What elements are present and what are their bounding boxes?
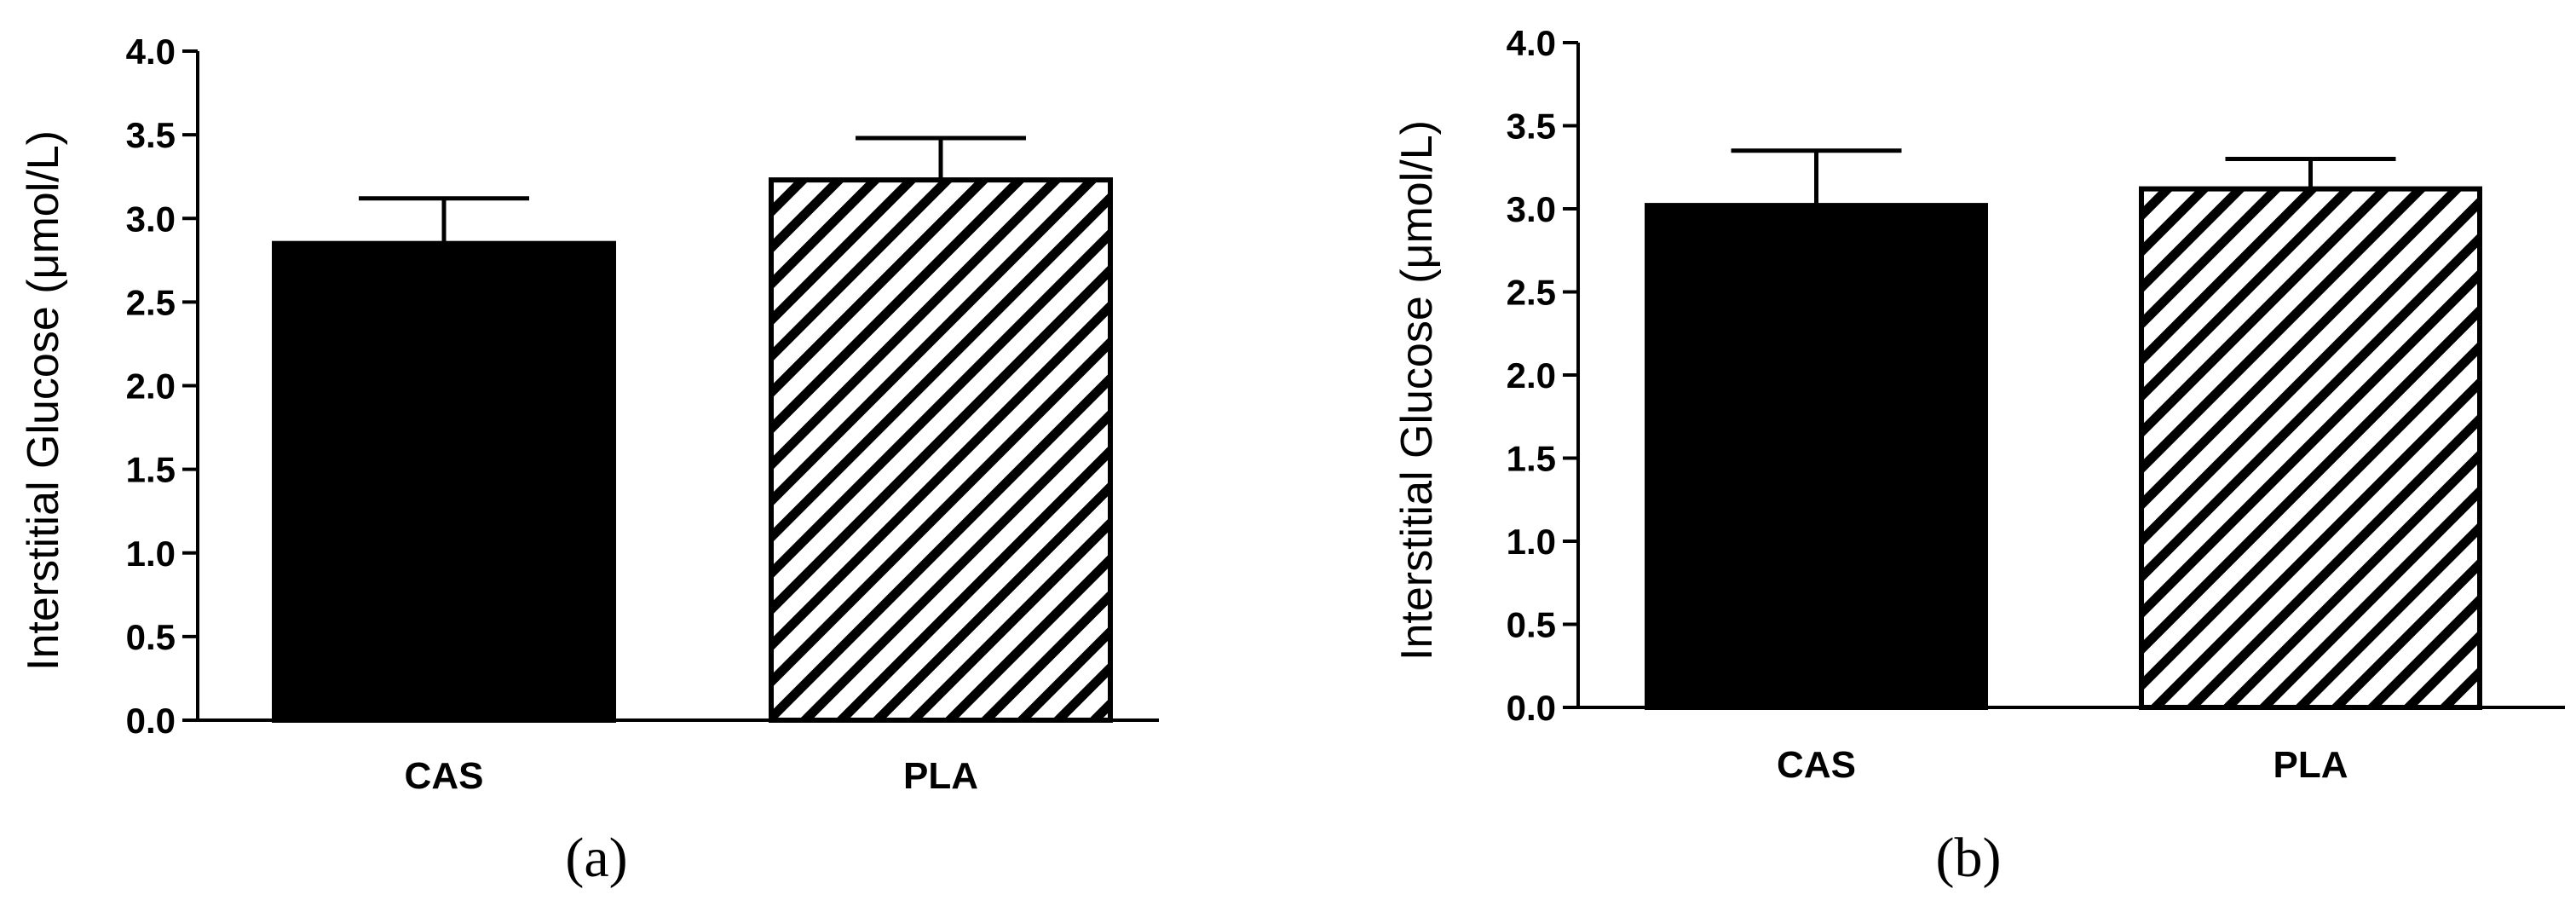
bar-pla bbox=[2139, 186, 2482, 711]
bars: CAS PLA bbox=[1645, 148, 2482, 786]
panel-label: (a) bbox=[565, 827, 627, 889]
y-tick-label: 4.0 bbox=[126, 32, 176, 72]
y-tick-label: 0.5 bbox=[126, 617, 176, 657]
y-tick-label: 1.0 bbox=[1507, 522, 1556, 562]
y-axis-label: Interstitial Glucose (μmol/L) bbox=[19, 130, 68, 671]
y-tick-label: 2.5 bbox=[126, 282, 176, 322]
x-category-label: PLA bbox=[903, 755, 978, 797]
bar-cas bbox=[1645, 203, 1988, 711]
y-tick-label: 1.0 bbox=[126, 534, 176, 574]
y-axis-ticks: 0.0 0.5 1.0 1.5 2.0 2.5 3.0 3.5 4.0 bbox=[1507, 23, 1578, 728]
y-tick-label: 2.5 bbox=[1507, 273, 1556, 313]
chart-panel-b: Interstitial Glucose (μmol/L) 0.0 0.5 1.0 1… bbox=[1392, 23, 2565, 889]
y-tick-label: 4.0 bbox=[1507, 23, 1556, 63]
x-category-label: PLA bbox=[2273, 744, 2348, 786]
y-tick-label: 2.0 bbox=[126, 366, 176, 407]
y-tick-label: 3.5 bbox=[1507, 107, 1556, 147]
y-tick-label: 3.0 bbox=[1507, 189, 1556, 229]
y-tick-label: 0.0 bbox=[126, 701, 176, 741]
chart-panel-a: Interstitial Glucose (μmol/L) 0.0 0.5 1.0 1… bbox=[19, 32, 1159, 889]
y-tick-label: 0.0 bbox=[1507, 688, 1556, 728]
y-tick-label: 2.0 bbox=[1507, 355, 1556, 395]
y-axis-ticks: 0.0 0.5 1.0 1.5 2.0 2.5 3.0 3.5 4.0 bbox=[126, 32, 198, 741]
y-axis-label: Interstitial Glucose (μmol/L) bbox=[1392, 120, 1442, 661]
panel-label: (b) bbox=[1936, 827, 2002, 889]
bars: CAS PLA bbox=[272, 136, 1113, 797]
y-tick-label: 0.5 bbox=[1507, 605, 1556, 645]
bar-cas bbox=[272, 240, 616, 723]
y-tick-label: 1.5 bbox=[1507, 439, 1556, 479]
x-category-label: CAS bbox=[405, 755, 484, 797]
y-tick-label: 3.5 bbox=[126, 115, 176, 155]
bar-pla bbox=[769, 177, 1113, 724]
y-tick-label: 1.5 bbox=[126, 450, 176, 490]
x-category-label: CAS bbox=[1777, 744, 1856, 786]
y-tick-label: 3.0 bbox=[126, 199, 176, 239]
